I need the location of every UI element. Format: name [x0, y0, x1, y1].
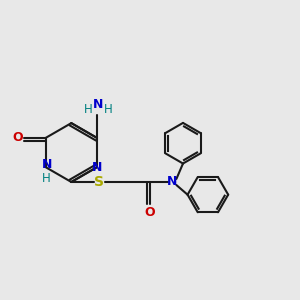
Text: H: H — [41, 172, 50, 185]
Text: O: O — [144, 206, 155, 220]
Text: H: H — [103, 103, 112, 116]
Text: S: S — [94, 175, 104, 189]
Text: O: O — [12, 131, 23, 144]
Text: N: N — [42, 158, 52, 171]
Text: N: N — [167, 176, 178, 188]
Text: H: H — [84, 103, 93, 116]
Text: N: N — [92, 161, 102, 174]
Text: N: N — [93, 98, 104, 111]
